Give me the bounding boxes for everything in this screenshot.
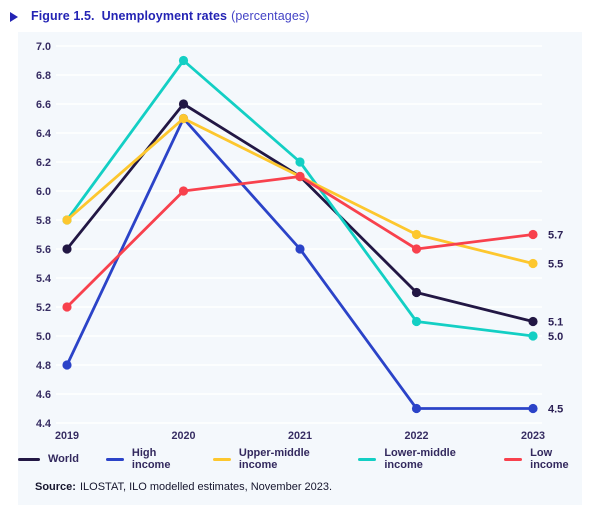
figure-title: Unemployment rates: [101, 9, 228, 23]
y-tick-label: 7.0: [36, 41, 51, 53]
chart-legend: World High income Upper-middle income Lower…: [18, 447, 582, 471]
y-tick-label: 5.0: [36, 331, 51, 343]
y-tick-label: 6.4: [36, 128, 51, 140]
legend-item-upper-middle-income: Upper-middle income: [212, 447, 331, 471]
y-tick-label: 5.6: [36, 244, 51, 256]
data-point-lower-middle-income: [411, 316, 422, 327]
data-point-low-income: [528, 229, 538, 240]
x-tick-label: 2019: [55, 430, 79, 442]
chart-svg: 7.0 6.8 6.6 6.4 6.2 6.0 5.8 5.6 5.4 5.2 5.0 4.8 4.6 4…: [36, 41, 563, 442]
data-point-low-income: [295, 171, 305, 182]
x-tick-label: 2022: [404, 430, 428, 442]
legend-dash-icon: [212, 457, 231, 461]
data-point-high-income: [295, 244, 305, 254]
chart-panel: 7.0 6.8 6.6 6.4 6.2 6.0 5.8 5.6 5.4 5.2 5.0 4.8 4.6 4…: [18, 32, 582, 505]
legend-item-world: World: [18, 453, 79, 465]
source-prefix: Source:: [35, 481, 76, 493]
data-point-lower-middle-income: [295, 157, 305, 167]
end-value-label-low-income: 5.7: [548, 230, 563, 242]
data-point-world: [411, 287, 422, 298]
y-tick-label: 4.6: [36, 389, 51, 401]
y-tick-label: 6.8: [36, 70, 51, 82]
data-point-lower-middle-income: [178, 55, 189, 66]
legend-dash-icon: [18, 457, 40, 461]
data-point-upper-middle-income: [528, 258, 538, 269]
data-point-lower-middle-income: [528, 331, 538, 341]
data-point-world: [178, 99, 189, 109]
x-tick-label: 2023: [521, 430, 545, 442]
y-tick-label: 6.6: [36, 99, 51, 111]
data-point-high-income: [528, 403, 538, 414]
figure-marker-triangle-icon: [10, 11, 18, 22]
page-title: Figure 1.5. Unemployment rates (percentage…: [31, 9, 310, 23]
legend-label: Upper-middle income: [238, 447, 310, 471]
series-line-lower-middle-income: [65, 59, 534, 338]
end-value-label-upper-middle-income: 5.5: [548, 259, 563, 271]
legend-label: Lower-middle income: [384, 447, 456, 471]
legend-dash-icon: [504, 457, 523, 461]
data-point-low-income: [178, 186, 189, 196]
figure-header: Figure 1.5. Unemployment rates (percentage…: [10, 9, 310, 23]
data-point-world: [62, 244, 72, 254]
data-point-high-income: [62, 360, 72, 370]
source-text: ILOSTAT, ILO modelled estimates, Novembe…: [79, 481, 333, 493]
data-point-upper-middle-income: [411, 229, 422, 240]
y-tick-label: 5.2: [36, 302, 51, 314]
legend-dash-icon: [358, 457, 377, 461]
y-tick-label: 6.2: [36, 157, 51, 169]
legend-dash-icon: [105, 457, 124, 461]
y-tick-label: 4.4: [36, 418, 51, 430]
end-value-label-high-income: 4.5: [548, 404, 563, 416]
figure-label: Figure 1.5.: [31, 9, 95, 23]
legend-label: World: [48, 453, 79, 465]
legend-item-high-income: High income: [105, 447, 186, 471]
series-line-world: [65, 102, 534, 323]
end-value-label-world: 5.1: [548, 317, 563, 329]
x-tick-label: 2021: [288, 430, 312, 442]
data-point-low-income: [62, 302, 72, 312]
y-tick-label: 5.4: [36, 273, 51, 285]
series-line-low-income: [66, 175, 534, 308]
y-tick-label: 4.8: [36, 360, 51, 372]
legend-item-lower-middle-income: Lower-middle income: [358, 447, 477, 471]
source-note: Source: ILOSTAT, ILO modelled estimates, …: [35, 481, 332, 493]
data-point-high-income: [411, 403, 422, 414]
data-point-upper-middle-income: [62, 215, 72, 225]
x-tick-label: 2020: [171, 430, 195, 442]
data-point-low-income: [411, 244, 422, 254]
data-point-upper-middle-income: [178, 113, 189, 124]
legend-label: High income: [131, 447, 171, 471]
y-tick-label: 5.8: [36, 215, 51, 227]
end-value-label-lower-middle-income: 5.0: [548, 331, 563, 343]
y-tick-label: 6.0: [36, 186, 51, 198]
figure-subtitle: (percentages): [231, 9, 310, 23]
data-point-world: [528, 316, 538, 327]
legend-item-low-income: Low income: [504, 447, 582, 471]
legend-label: Low income: [530, 447, 569, 471]
